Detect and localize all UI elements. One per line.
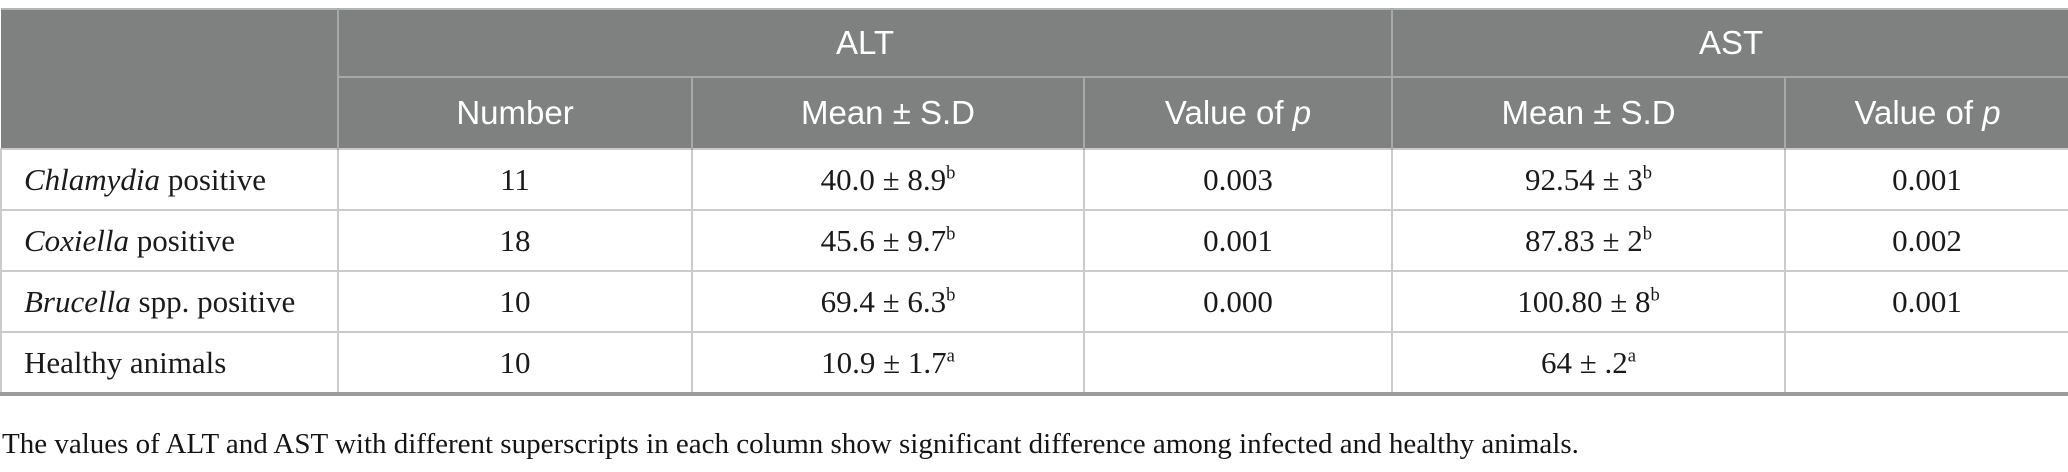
header-col-number: Number (338, 77, 693, 149)
header-col-mean-sd-ast: Mean ± S.D (1392, 77, 1787, 149)
header-group-alt: ALT (338, 8, 1394, 78)
page: ALT AST Number Mean ± S.D Value of p Mea… (0, 8, 2068, 472)
header-col-number-label: Number (456, 94, 574, 131)
table-body: Chlamydia positive 11 40.0 ± 8.9b 0.003 … (0, 148, 2068, 396)
header-col-p-ast-italic: p (1982, 94, 2001, 131)
results-table: ALT AST Number Mean ± S.D Value of p Mea… (0, 8, 2068, 396)
table-header: ALT AST Number Mean ± S.D Value of p Mea… (1, 8, 2068, 149)
alt-mean-cell: 69.4 ± 6.3b (691, 270, 1085, 333)
header-sub-row: Number Mean ± S.D Value of p Mean ± S.D … (1, 77, 2068, 149)
row-label-cell: Brucella spp. positive (0, 270, 339, 333)
header-corner-cell (1, 8, 339, 149)
ast-mean-value: 100.80 ± 8 (1517, 283, 1651, 319)
ast-mean-superscript: b (1650, 284, 1660, 306)
number-cell: 10 (337, 270, 693, 333)
row-label-rest: Healthy animals (24, 344, 227, 380)
alt-mean-superscript: a (946, 345, 955, 367)
alt-mean-superscript: b (946, 284, 956, 306)
table-row: Brucella spp. positive 10 69.4 ± 6.3b 0.… (0, 270, 2068, 333)
ast-mean-cell: 100.80 ± 8b (1391, 270, 1787, 333)
header-group-row: ALT AST (1, 8, 2068, 149)
alt-mean-value: 10.9 ± 1.7 (821, 344, 947, 380)
alt-mean-cell: 45.6 ± 9.7b (691, 209, 1085, 272)
alt-mean-superscript: b (946, 223, 956, 245)
number-cell: 10 (337, 331, 693, 396)
alt-mean-superscript: b (946, 162, 956, 184)
header-col-mean-sd-alt: Mean ± S.D (692, 77, 1085, 149)
ast-p-cell: 0.001 (1784, 270, 2068, 333)
header-group-ast: AST (1392, 8, 2068, 78)
header-col-mean-sd-ast-label: Mean ± S.D (1501, 94, 1676, 131)
table-row: Coxiella positive 18 45.6 ± 9.7b 0.001 8… (0, 209, 2068, 272)
header-group-alt-label: ALT (835, 24, 895, 61)
row-label-genus: Chlamydia (24, 161, 161, 197)
ast-p-cell: 0.002 (1784, 209, 2068, 272)
row-label-rest: positive (160, 161, 266, 197)
header-col-mean-sd-alt-label: Mean ± S.D (800, 94, 975, 131)
row-label-genus: Brucella (24, 283, 131, 319)
header-col-value-of-p-alt-prefix: Value of (1164, 94, 1293, 131)
table-footnote: The values of ALT and AST with different… (2, 428, 1579, 460)
ast-mean-value: 92.54 ± 3 (1525, 161, 1643, 197)
ast-mean-cell: 64 ± .2a (1391, 331, 1787, 396)
table-row: Chlamydia positive 11 40.0 ± 8.9b 0.003 … (0, 148, 2068, 211)
ast-mean-value: 64 ± .2 (1541, 344, 1628, 380)
row-label-rest: spp. positive (130, 283, 296, 319)
ast-mean-superscript: b (1642, 162, 1653, 184)
ast-mean-superscript: b (1642, 223, 1653, 245)
ast-mean-cell: 87.83 ± 2b (1391, 209, 1787, 272)
number-cell: 11 (337, 148, 693, 211)
ast-mean-superscript: a (1627, 345, 1637, 367)
ast-p-cell (1784, 331, 2068, 396)
number-cell: 18 (337, 209, 693, 272)
alt-p-cell: 0.003 (1082, 148, 1394, 211)
alt-p-cell: 0.000 (1082, 270, 1394, 333)
ast-p-cell: 0.001 (1784, 148, 2068, 211)
alt-mean-cell: 10.9 ± 1.7a (691, 331, 1085, 396)
row-label-cell: Healthy animals (0, 331, 339, 396)
row-label-cell: Coxiella positive (0, 209, 339, 272)
row-label-rest: positive (129, 222, 235, 258)
ast-mean-cell: 92.54 ± 3b (1391, 148, 1787, 211)
alt-mean-value: 69.4 ± 6.3 (820, 283, 947, 319)
row-label-genus: Coxiella (24, 222, 130, 258)
alt-mean-value: 40.0 ± 8.9 (820, 161, 947, 197)
header-col-value-of-p-ast: Value of p (1785, 77, 2068, 149)
header-col-value-of-p-ast-prefix: Value of (1854, 94, 1983, 131)
header-group-ast-label: AST (1698, 24, 1764, 61)
header-col-p-alt-italic: p (1292, 94, 1312, 131)
alt-p-cell: 0.001 (1082, 209, 1394, 272)
row-label-cell: Chlamydia positive (0, 148, 339, 211)
alt-p-cell (1082, 331, 1394, 396)
alt-mean-cell: 40.0 ± 8.9b (691, 148, 1085, 211)
alt-mean-value: 45.6 ± 9.7 (820, 222, 947, 258)
ast-mean-value: 87.83 ± 2 (1525, 222, 1643, 258)
header-col-value-of-p-alt: Value of p (1084, 77, 1394, 149)
table-row: Healthy animals 10 10.9 ± 1.7a 64 ± .2a (0, 331, 2068, 396)
